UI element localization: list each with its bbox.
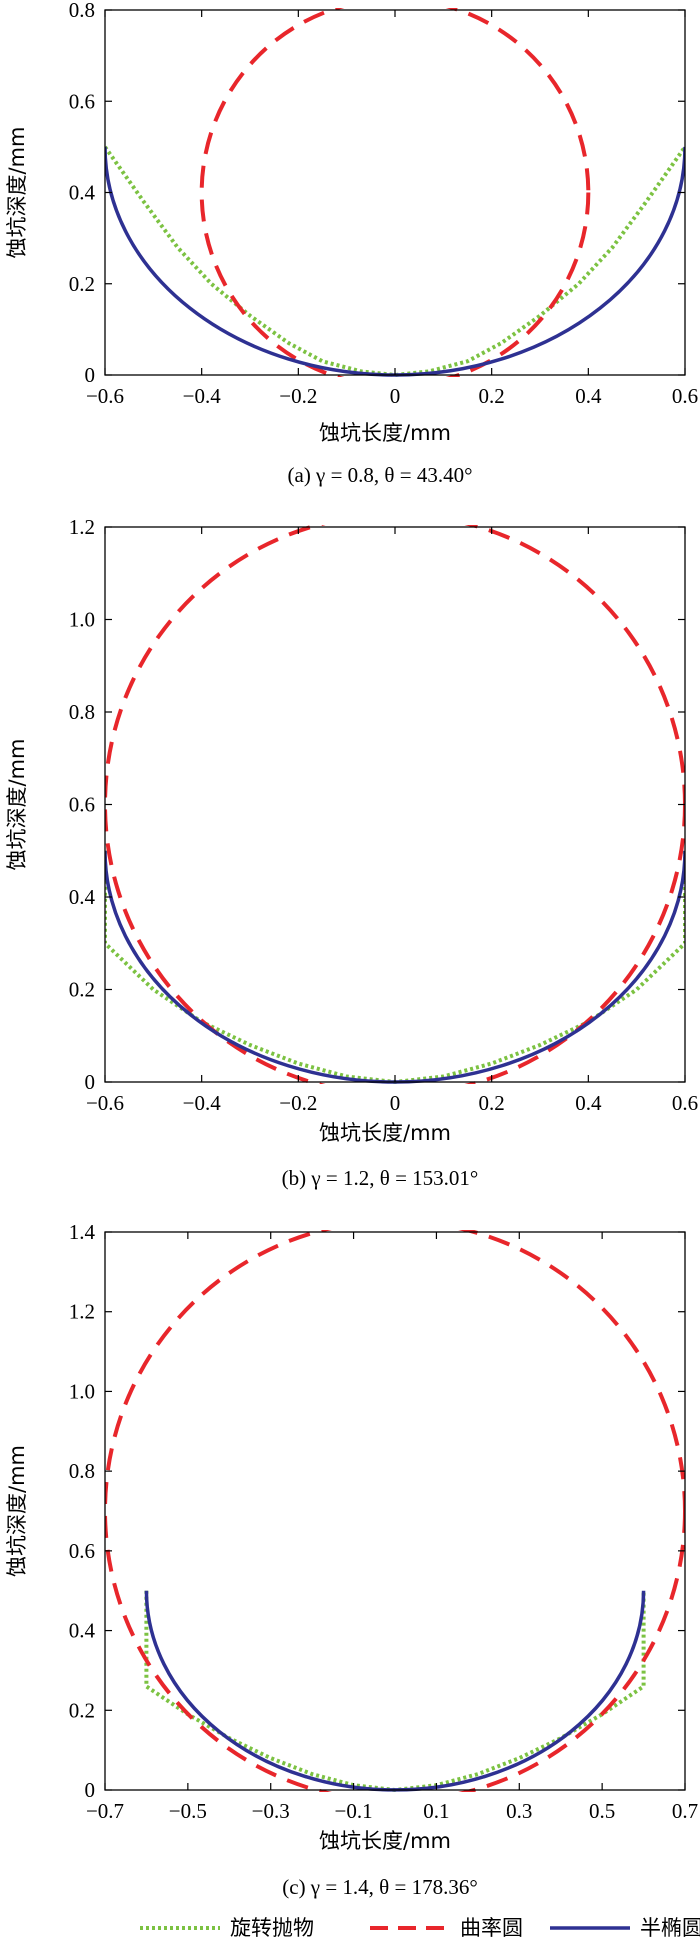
series-旋转抛物 (105, 145, 685, 377)
y-tick-label: 0 (85, 1070, 96, 1094)
x-tick-label: 0.4 (575, 384, 602, 408)
x-tick-label: −0.7 (86, 1799, 124, 1823)
y-tick-label: 0.4 (69, 1619, 96, 1643)
series-曲率圆 (105, 525, 685, 1084)
x-tick-label: −0.2 (279, 1091, 317, 1115)
y-axis-label: 蚀坑深度/mm (5, 1445, 29, 1577)
y-tick-label: 0 (85, 363, 96, 387)
x-tick-label: 0.7 (672, 1799, 698, 1823)
chart-panel-b: −0.6 −0.4 −0.2 0 0.2 0.4 0.6 0 0.2 0.4 0.6 0.8 1.0 1.… (5, 515, 698, 1190)
y-tick-label: 1.0 (69, 608, 95, 632)
x-axis-label: 蚀坑长度/mm (319, 421, 451, 445)
x-tick-label: −0.6 (86, 1091, 124, 1115)
plot-frame (104, 526, 686, 1083)
chart-panel-a: −0.6 −0.4 −0.2 0 0.2 0.4 0.6 0 0.2 0.4 0.6 0.8 蚀坑长度/… (5, 0, 698, 487)
panel-caption: (b) γ = 1.2, θ = 153.01° (282, 1166, 479, 1190)
x-tick-label: −0.3 (252, 1799, 290, 1823)
x-tick-label: 0 (390, 1091, 401, 1115)
y-axis-label: 蚀坑深度/mm (5, 739, 29, 871)
plot-frame (104, 9, 686, 376)
x-tick-label: 0.4 (575, 1091, 602, 1115)
y-tick-label: 1.2 (69, 1300, 95, 1324)
x-axis-label: 蚀坑长度/mm (319, 1829, 451, 1853)
x-tick-label: 0.6 (672, 1091, 698, 1115)
plot-area (105, 525, 685, 1084)
plot-area (105, 8, 685, 377)
x-tick-label: 0.6 (672, 384, 698, 408)
series-半椭圆 (105, 146, 685, 377)
legend: 旋转抛物 曲率圆 半椭圆 (140, 1916, 700, 1940)
series-旋转抛物 (105, 850, 685, 1084)
x-tick-label: −0.4 (183, 1091, 222, 1115)
x-tick-label: 0.2 (479, 1091, 505, 1115)
series-旋转抛物 (144, 1590, 646, 1792)
x-tick-label: 0.3 (506, 1799, 532, 1823)
x-tick-label: −0.4 (183, 384, 222, 408)
y-tick-label: 1.4 (69, 1220, 96, 1244)
y-tick-label: 0.6 (69, 793, 95, 817)
y-tick-label: 0.6 (69, 89, 95, 113)
x-tick-label: 0.2 (479, 384, 505, 408)
x-axis-label: 蚀坑长度/mm (319, 1121, 451, 1145)
x-tick-label: −0.1 (335, 1799, 373, 1823)
x-tick-label: 0.1 (423, 1799, 449, 1823)
panel-caption: (a) γ = 0.8, θ = 43.40° (288, 463, 473, 487)
legend-label: 旋转抛物 (230, 1916, 314, 1940)
y-tick-label: 1.2 (69, 515, 95, 539)
x-tick-label: −0.5 (169, 1799, 207, 1823)
legend-label: 半椭圆 (640, 1916, 700, 1940)
plot-area (105, 1230, 685, 1792)
legend-label: 曲率圆 (460, 1916, 523, 1940)
y-tick-label: 0.8 (69, 700, 95, 724)
y-tick-label: 0.8 (69, 0, 95, 22)
plot-frame (104, 1231, 686, 1791)
x-tick-label: −0.6 (86, 384, 124, 408)
x-tick-label: −0.2 (279, 384, 317, 408)
series-曲率圆 (105, 1230, 685, 1792)
y-tick-label: 0 (85, 1778, 96, 1802)
y-tick-label: 1.0 (69, 1379, 95, 1403)
series-半椭圆 (105, 850, 685, 1084)
x-tick-label: 0.5 (589, 1799, 615, 1823)
series-半椭圆 (144, 1590, 646, 1792)
y-tick-label: 0.6 (69, 1539, 95, 1563)
x-tick-label: 0 (390, 384, 401, 408)
panel-caption: (c) γ = 1.4, θ = 178.36° (282, 1875, 477, 1899)
y-axis-label: 蚀坑深度/mm (5, 127, 29, 259)
y-tick-label: 0.4 (69, 885, 96, 909)
y-tick-label: 0.2 (69, 272, 95, 296)
y-tick-label: 0.4 (69, 181, 96, 205)
series-曲率圆 (199, 8, 591, 377)
y-tick-label: 0.8 (69, 1459, 95, 1483)
chart-panel-c: −0.7 −0.5 −0.3 −0.1 0.1 0.3 0.5 0.7 0 0.2 0.4 0.6 0.… (5, 1220, 698, 1899)
y-tick-label: 0.2 (69, 978, 95, 1002)
y-tick-label: 0.2 (69, 1698, 95, 1722)
